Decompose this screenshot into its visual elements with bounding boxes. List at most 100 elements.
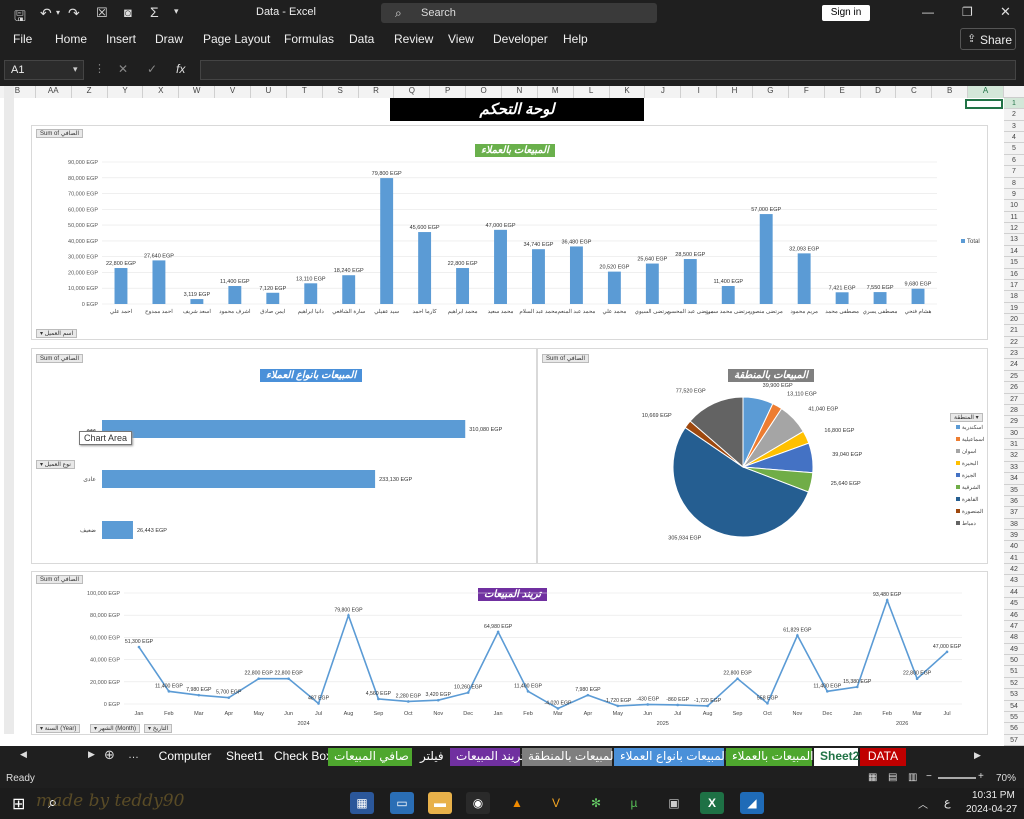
row-header[interactable]: 38 (1004, 518, 1024, 530)
row-header[interactable]: 45 (1004, 598, 1024, 610)
calculator-icon[interactable]: ▦ (350, 792, 374, 814)
column-header[interactable]: X (143, 86, 180, 98)
column-header[interactable]: O (466, 86, 502, 98)
torrent-icon[interactable]: µ (630, 796, 638, 810)
tab-draw[interactable]: Draw (155, 32, 184, 46)
sheet-tab[interactable]: Computer (152, 748, 218, 766)
column-header[interactable]: M (537, 86, 574, 98)
row-header[interactable]: 20 (1004, 314, 1024, 326)
tab-developer[interactable]: Developer (493, 32, 548, 46)
row-header[interactable]: 37 (1004, 507, 1024, 519)
row-header[interactable]: 25 (1004, 370, 1024, 383)
sheet-tab[interactable]: المبيعات بالمنطقة (522, 748, 617, 766)
column-header[interactable]: H (717, 86, 753, 98)
vlc-icon[interactable]: ▲ (511, 796, 523, 810)
zoom-out-icon[interactable]: − (926, 771, 932, 782)
app-v-icon[interactable]: V (551, 796, 560, 810)
customize-toolbar-icon[interactable]: ▾ (174, 6, 179, 16)
search-box[interactable]: ⌕ Search (381, 3, 657, 23)
language-indicator[interactable]: ع (944, 797, 951, 809)
column-header[interactable]: J (645, 86, 682, 98)
desktop-app-icon[interactable]: ▭ (390, 792, 414, 814)
row-header[interactable]: 17 (1004, 279, 1024, 292)
page-layout-view-icon[interactable]: ▤ (888, 772, 898, 783)
row-header[interactable]: 27 (1004, 393, 1024, 405)
column-header[interactable]: W (179, 86, 216, 98)
row-header[interactable]: 14 (1004, 245, 1024, 258)
restore-icon[interactable]: ❐ (962, 5, 973, 19)
clock-date[interactable]: 2024-04-27 (966, 804, 1018, 815)
minimize-icon[interactable]: — (922, 5, 934, 19)
row-header[interactable]: 23 (1004, 348, 1024, 360)
zoom-in-icon[interactable]: + (978, 771, 984, 782)
row-header[interactable]: 35 (1004, 484, 1024, 496)
row-header[interactable]: 36 (1004, 495, 1024, 508)
row-header[interactable]: 51 (1004, 666, 1024, 678)
row-header[interactable]: 52 (1004, 677, 1024, 690)
row-header[interactable]: 39 (1004, 530, 1024, 542)
row-header[interactable]: 42 (1004, 564, 1024, 576)
column-header[interactable]: U (251, 86, 287, 98)
row-header[interactable]: 29 (1004, 416, 1024, 428)
row-header[interactable]: 5 (1004, 143, 1024, 155)
row-header[interactable]: 55 (1004, 711, 1024, 724)
formula-input[interactable] (200, 60, 1016, 80)
tool-app-icon[interactable]: ✻ (590, 796, 602, 810)
row-field-button-type[interactable]: ▾ نوع العميل (36, 460, 75, 469)
row-header[interactable]: 46 (1004, 609, 1024, 621)
zoom-slider[interactable] (938, 777, 976, 779)
tab-home[interactable]: Home (55, 32, 88, 46)
row-header[interactable]: 57 (1004, 734, 1024, 746)
sheet-tab[interactable]: فيلتر (414, 748, 448, 766)
tab-file[interactable]: File (13, 32, 33, 46)
row-header[interactable]: 22 (1004, 336, 1024, 349)
row-header[interactable]: 32 (1004, 450, 1024, 462)
disk-app-icon[interactable]: ▣ (668, 796, 680, 810)
row-header[interactable]: 4 (1004, 132, 1024, 144)
row-header[interactable]: 21 (1004, 325, 1024, 337)
insert-function-icon[interactable]: fx (176, 62, 186, 76)
row-header[interactable]: 53 (1004, 689, 1024, 701)
column-header[interactable]: S (322, 86, 359, 98)
sheet-tab[interactable]: صافي المبيعات (328, 748, 412, 766)
row-header[interactable]: 28 (1004, 404, 1024, 417)
legend-filter-button[interactable]: المنطقة ▾ (950, 413, 983, 422)
sheet-tab[interactable]: تريند المبيعات (450, 748, 524, 766)
field-button-sum[interactable]: Sum of الصافي (542, 354, 590, 363)
row-header[interactable]: 19 (1004, 302, 1024, 314)
column-header[interactable]: C (896, 86, 933, 98)
share-button[interactable]: ⇪ Share (960, 28, 1016, 50)
column-header[interactable]: K (609, 86, 646, 98)
scroll-tabs-left-icon[interactable]: ◀ (20, 749, 27, 759)
row-header[interactable]: 40 (1004, 541, 1024, 553)
search-icon[interactable]: ⌕ (48, 793, 58, 812)
column-header[interactable]: F (788, 86, 825, 98)
tab-page-layout[interactable]: Page Layout (203, 32, 271, 46)
sheet-tab[interactable]: المبيعات بالعملاء (726, 748, 813, 766)
row-header[interactable]: 54 (1004, 700, 1024, 712)
column-header[interactable]: AA (35, 86, 72, 98)
normal-view-icon[interactable]: ▦ (868, 772, 878, 783)
scroll-tabs-right-icon[interactable]: ▶ (88, 749, 95, 759)
row-header[interactable]: 44 (1004, 586, 1024, 599)
row-header[interactable]: 18 (1004, 291, 1024, 303)
zoom-level[interactable]: 70% (996, 773, 1017, 784)
tab-review[interactable]: Review (394, 32, 434, 46)
cancel-icon[interactable]: ✕ (118, 62, 129, 76)
name-box[interactable]: A1 ▾ (4, 60, 84, 80)
column-header[interactable]: R (358, 86, 395, 98)
row-field-button-customer[interactable]: ▾ اسم العميل (36, 329, 78, 338)
row-header[interactable]: 12 (1004, 223, 1024, 235)
undo-dropdown-icon[interactable]: ▾ (56, 8, 61, 17)
row-header[interactable]: 9 (1004, 188, 1024, 201)
chevron-up-icon[interactable]: ︿ (918, 800, 928, 811)
column-header[interactable]: B (932, 86, 969, 98)
field-button-sum[interactable]: Sum of الصافي (36, 575, 84, 584)
row-header[interactable]: 30 (1004, 427, 1024, 440)
tab-formulas[interactable]: Formulas (284, 32, 335, 46)
column-header[interactable]: V (215, 86, 251, 98)
row-header[interactable]: 13 (1004, 234, 1024, 246)
chart-sales-trend[interactable]: Sum of الصافي تريند المبيعات 0 EGP 20,000… (31, 571, 988, 735)
sheet-tab[interactable]: Check Box (268, 748, 332, 766)
